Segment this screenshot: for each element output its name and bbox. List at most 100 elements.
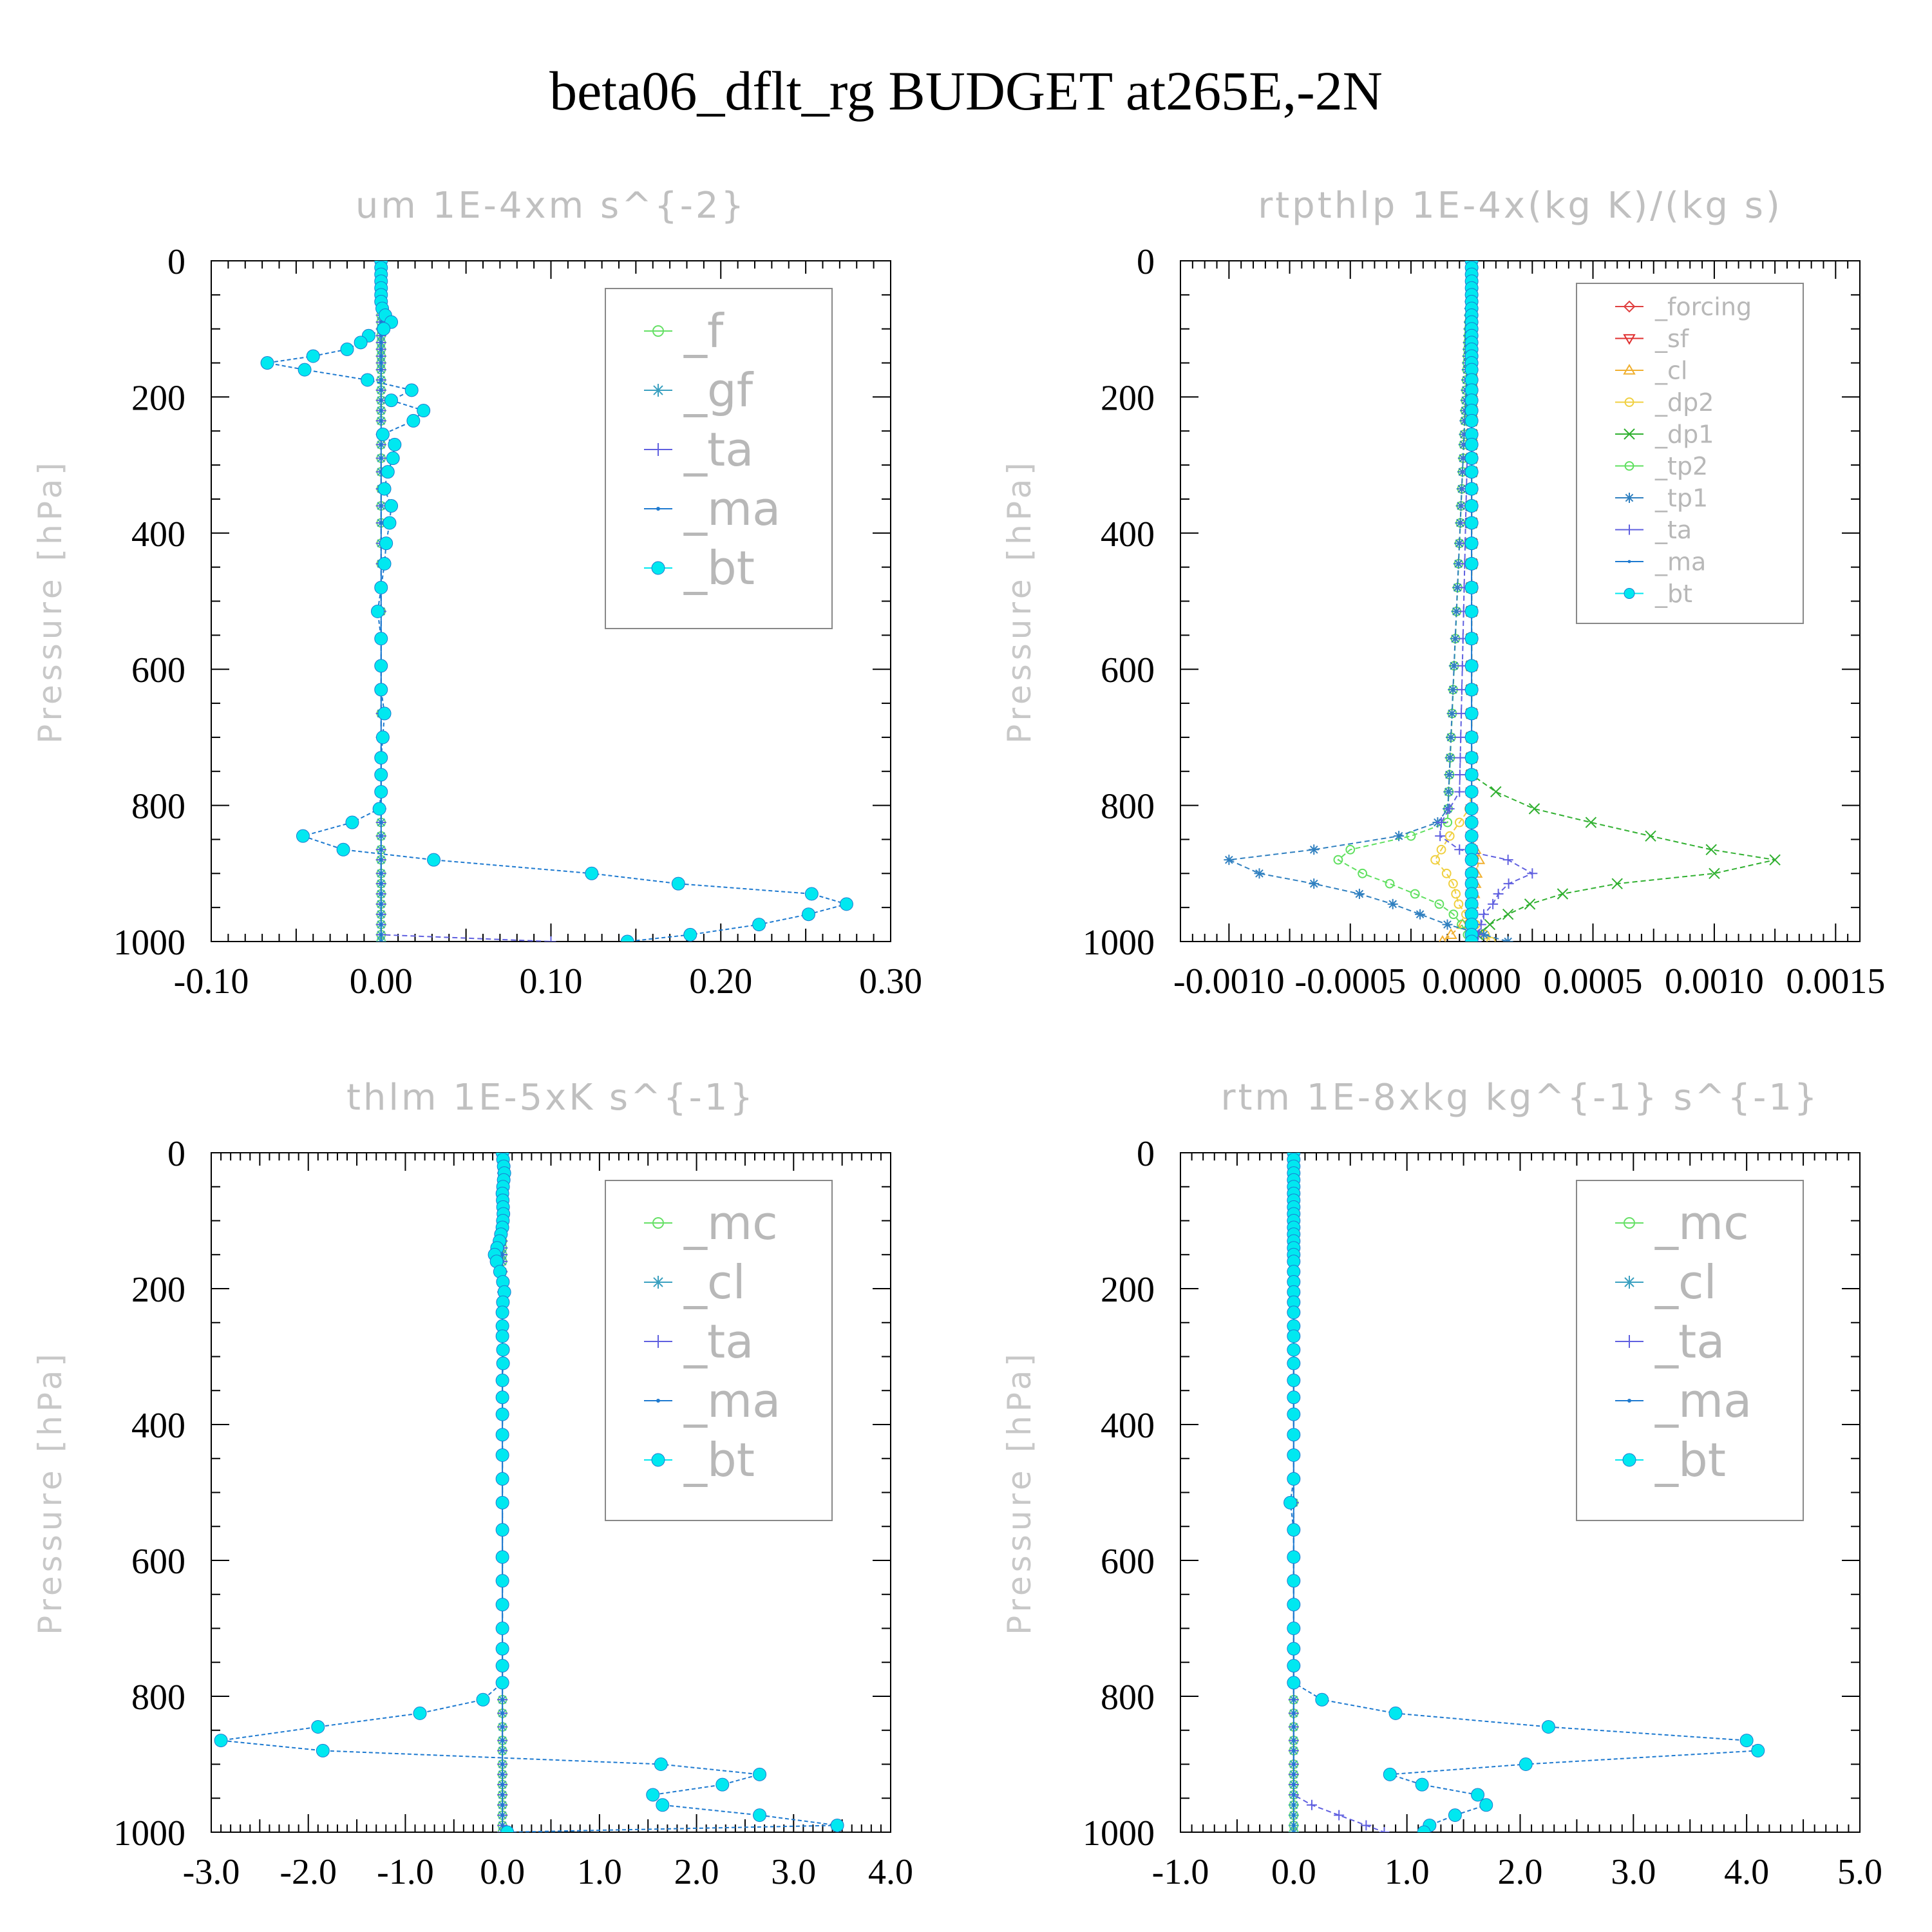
marker-panel2-4 [1709,867,1720,880]
panel1-xtick-label: 0.20 [689,961,752,1001]
panel3-xtick-label: 0.0 [480,1852,525,1892]
marker-panel1-4 [374,683,388,697]
marker-panel3-3 [500,1783,504,1786]
marker-panel2-7 [1488,898,1499,909]
panel2-ylabel: Pressure [hPa] [1001,459,1038,744]
panel1-legend-label: _ta [683,422,753,477]
marker-panel2-6 [1254,868,1265,879]
marker-panel4-legend-3 [1627,1399,1631,1403]
panel2-legend-label: _ma [1654,547,1706,576]
marker-panel4-4 [1287,1659,1301,1673]
marker-panel2-6 [1448,660,1459,671]
marker-panel1-4 [384,499,399,513]
panel3-xtick-label: 3.0 [771,1852,816,1892]
marker-panel2-6 [1451,606,1462,617]
panel4-data [1283,1153,1765,1832]
marker-panel2-6 [1455,517,1466,528]
marker-panel1-4 [298,363,312,377]
marker-panel3-4 [214,1734,228,1748]
marker-panel4-4 [1287,1373,1301,1387]
marker-panel2-3 [1441,868,1452,878]
panel1-series-bt [260,261,853,942]
marker-panel2-7 [1436,817,1447,828]
panel1-series-ta [375,261,556,942]
panel4: rtm 1E-8xkg kg^{-1} s^{-1} Pressure [hPa]… [1001,1077,1882,1892]
marker-panel4-legend-1 [1623,1276,1636,1289]
panel4-legend-box [1576,1180,1804,1521]
marker-panel3-4 [495,1642,509,1656]
panel1-title: um 1E-4xm s^{-2} [355,185,746,227]
panel1-legend-label: _f [683,304,724,358]
panel3-data [214,1153,844,1832]
marker-panel4-legend-0 [1624,1217,1635,1229]
marker-panel2-4 [1490,786,1502,798]
marker-panel2-4 [1645,830,1656,842]
panel3-xtick-label: -2.0 [279,1852,337,1892]
marker-panel2-legend-7 [1624,524,1634,535]
marker-panel1-3 [379,354,383,358]
marker-panel1-4 [377,706,392,721]
marker-panel4-3 [1292,1824,1296,1827]
panel2-xtick-label: 0.0005 [1544,961,1643,1001]
panel3-ytick-label: 0 [167,1134,185,1174]
marker-panel2-9 [1464,604,1479,618]
marker-panel2-6 [1224,855,1235,866]
marker-panel1-legend-4 [651,561,665,575]
marker-panel1-4 [260,356,274,370]
marker-panel2-4 [1585,817,1597,828]
marker-panel4-4 [1287,1305,1301,1320]
panel2-title: rtpthlp 1E-4x(kg K)/(kg s) [1258,185,1783,227]
marker-panel4-4 [1287,1329,1301,1343]
marker-panel2-5 [1345,844,1356,855]
marker-panel2-6 [1443,786,1454,797]
panel3-legend-label: _mc [683,1196,778,1250]
marker-panel3-4 [495,1472,509,1486]
marker-panel1-3 [379,361,383,365]
marker-panel1-legend-3 [656,507,660,511]
marker-panel2-legend-8 [1627,560,1631,564]
panel4-ytick-label: 400 [1101,1406,1155,1446]
marker-panel3-4 [476,1692,490,1707]
marker-panel4-3 [1292,1749,1296,1752]
marker-panel4-3 [1292,1711,1296,1715]
panel2-legend-label: _tp1 [1654,484,1708,512]
panel1-legend: _f_gf_ta_ma_bt [605,288,833,629]
marker-panel1-4 [383,516,397,530]
marker-panel1-4 [340,342,354,356]
panel3-xtick-label: -1.0 [377,1852,434,1892]
marker-panel2-4 [1502,909,1514,920]
marker-panel2-5 [1406,831,1416,841]
marker-panel2-9 [1464,853,1479,867]
marker-panel4-3 [1292,1739,1296,1742]
marker-panel2-6 [1444,770,1455,781]
marker-panel1-4 [374,659,388,673]
panel3-xtick-label: 4.0 [868,1852,913,1892]
marker-panel2-4 [1524,898,1536,910]
marker-panel1-4 [375,428,390,442]
marker-panel1-4 [386,451,400,466]
marker-panel3-4 [495,1305,509,1320]
marker-panel2-2 [1444,928,1457,940]
marker-panel2-7 [1455,732,1466,743]
marker-panel1-4 [427,853,441,867]
marker-panel1-3 [379,858,383,862]
marker-panel1-4 [379,536,393,551]
marker-panel1-4 [374,784,388,799]
marker-panel3-4 [753,1767,767,1781]
panel1-legend-label: _ma [683,482,781,536]
panel2-legend-label: _cl [1654,356,1687,384]
panel2-series-dp2 [1430,261,1496,942]
marker-panel3-4 [413,1706,427,1720]
marker-panel1-4 [752,918,766,932]
marker-panel3-3 [500,1803,504,1807]
marker-panel2-3 [1451,889,1461,899]
marker-panel4-4 [1287,1428,1301,1442]
marker-panel1-4 [406,413,421,428]
panel3-xtick-label: -3.0 [183,1852,240,1892]
marker-panel4-4 [1287,1550,1301,1564]
marker-panel3-4 [654,1757,668,1771]
marker-panel2-3 [1454,899,1464,909]
marker-panel1-3 [379,409,383,412]
marker-panel4-3 [1292,1783,1296,1786]
marker-panel3-3 [500,1749,504,1752]
